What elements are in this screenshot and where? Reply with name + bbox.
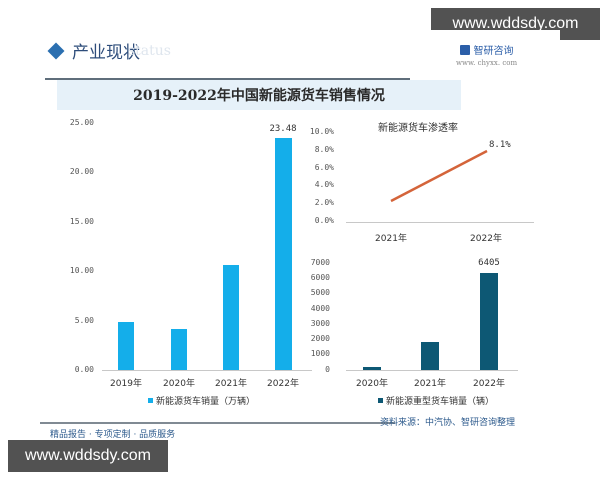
y-tick: 10.00 (69, 266, 94, 275)
header-divider (45, 78, 410, 80)
data-label-6405: 6405 (478, 258, 500, 268)
y-tick: 5000 (310, 288, 330, 297)
y-tick: 0.0% (314, 216, 334, 225)
legend-label: 新能源重型货车销量（辆） (386, 397, 495, 407)
y-tick: 25.00 (69, 118, 94, 127)
y-tick: 20.00 (69, 167, 94, 176)
legend-left: 新能源货车销量（万辆） (148, 394, 255, 407)
y-tick: 7000 (310, 258, 330, 267)
bar-2022 (480, 273, 498, 370)
x-axis (346, 370, 518, 371)
section-title: 产业现状 (72, 43, 140, 63)
legend-label: 新能源货车销量（万辆） (156, 397, 256, 407)
report-page: 产业现状 status 智研咨询 www. chyxx. com 2019-20… (40, 30, 560, 450)
data-label-8-1: 8.1% (489, 140, 511, 150)
legend-swatch (378, 398, 383, 403)
y-tick: 8.0% (314, 145, 334, 154)
y-tick: 10.0% (309, 127, 334, 136)
brand-logo: 智研咨询 www. chyxx. com (456, 42, 517, 67)
section-subtitle: status (128, 42, 171, 59)
y-tick: 6.0% (314, 163, 334, 172)
data-label-2022: 23.48 (269, 124, 297, 134)
x-label: 2021年 (215, 379, 247, 389)
y-tick: 6000 (310, 273, 330, 282)
y-tick: 0.00 (74, 365, 94, 374)
y-tick: 0 (325, 365, 330, 374)
x-label: 2021年 (414, 379, 446, 389)
logo-url: www. chyxx. com (456, 59, 518, 67)
y-tick: 5.00 (74, 316, 94, 325)
legend-swatch (148, 398, 153, 403)
x-label: 2022年 (473, 379, 505, 389)
x-label: 2020年 (356, 379, 388, 389)
bar-2021 (421, 342, 439, 370)
x-label: 2021年 (375, 234, 407, 244)
x-axis (346, 222, 534, 223)
y-tick: 1000 (310, 349, 330, 358)
bar-2022 (275, 138, 292, 370)
legend-right: 新能源重型货车销量（辆） (378, 394, 494, 407)
line-chart-title: 新能源货车渗透率 (378, 123, 458, 134)
y-tick: 4.0% (314, 180, 334, 189)
watermark-bottom: www.wddsdy.com (8, 440, 168, 472)
x-label: 2022年 (470, 234, 502, 244)
bar-2019 (118, 322, 134, 370)
bar-2021 (223, 265, 239, 370)
logo-name: 智研咨询 (473, 46, 514, 57)
x-label: 2020年 (163, 379, 195, 389)
x-label: 2019年 (110, 379, 142, 389)
y-tick: 15.00 (69, 217, 94, 226)
x-label: 2022年 (267, 379, 299, 389)
y-tick: 3000 (310, 319, 330, 328)
footer-source: 资料来源：中汽协、智研咨询整理 (380, 418, 516, 428)
title-bar: 2019-2022年中国新能源货车销售情况 (57, 80, 461, 110)
penetration-line (390, 149, 488, 203)
y-tick: 2000 (310, 334, 330, 343)
diamond-icon (47, 42, 65, 59)
bar-2020 (171, 329, 187, 370)
y-tick: 4000 (310, 304, 330, 313)
logo-icon (459, 44, 470, 55)
footer-slogan: 精品报告 · 专项定制 · 品质服务 (50, 430, 176, 440)
y-tick: 2.0% (314, 198, 334, 207)
bar-2020 (363, 367, 381, 370)
x-axis (102, 370, 312, 371)
chart-title: 2019-2022年中国新能源货车销售情况 (133, 88, 385, 104)
footer-divider (40, 422, 395, 424)
section-header: 产业现状 status (47, 38, 171, 63)
